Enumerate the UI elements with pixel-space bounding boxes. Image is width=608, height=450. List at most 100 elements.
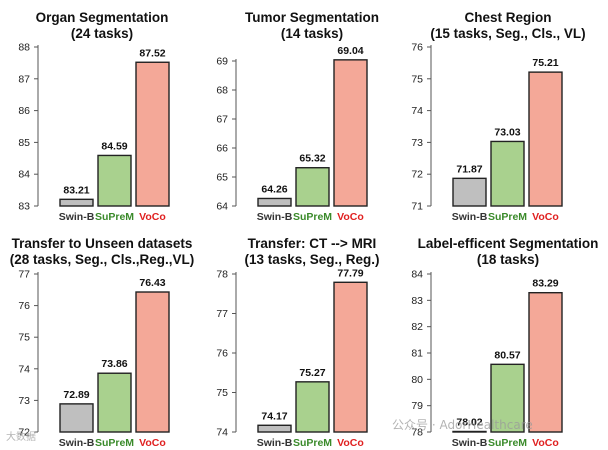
bar-swin-b — [452, 430, 487, 433]
bar-voco — [135, 61, 170, 207]
chart-panel-6: Label-efficent Segmentation(18 tasks) 78 7… — [411, 236, 598, 449]
y-tick-label: 71 — [411, 201, 423, 213]
y-tick-label: 66 — [216, 143, 228, 155]
bar-value-label: 64.26 — [261, 183, 287, 195]
chart-panel-5: Transfer: CT --> MRI(13 tasks, Seg., Reg… — [216, 236, 379, 449]
y-tick-label: 88 — [18, 42, 30, 54]
y-tick-label: 84 — [18, 169, 30, 181]
bar-value-label: 73.03 — [494, 126, 520, 138]
y-tick-label: 75 — [411, 73, 423, 85]
bar-voco — [333, 281, 368, 433]
chart-panel-4: Transfer to Unseen datasets(28 tasks, Se… — [10, 236, 195, 449]
y-tick-label: 73 — [18, 395, 30, 407]
y-tick-label: 87 — [18, 73, 30, 85]
bar-voco — [333, 59, 368, 207]
y-tick-label: 83 — [411, 295, 423, 307]
bar-swin-b — [257, 424, 292, 433]
chart-subtitle: (13 tasks, Seg., Reg.) — [244, 252, 379, 267]
y-tick-label: 75 — [216, 387, 228, 399]
x-tick-label: SuPreM — [95, 437, 134, 449]
bar-value-label: 80.57 — [494, 349, 520, 361]
watermark-left: 大数据 — [6, 432, 36, 443]
y-tick-label: 78 — [216, 269, 228, 281]
bar-value-label: 84.59 — [101, 140, 127, 152]
bar-value-label: 65.32 — [299, 153, 325, 165]
bar-voco — [528, 71, 563, 207]
y-tick-label: 75 — [18, 332, 30, 344]
bar-suprem — [97, 154, 132, 207]
y-tick-label: 76 — [411, 42, 423, 54]
x-tick-label: SuPreM — [293, 437, 332, 449]
y-tick-label: 73 — [411, 137, 423, 149]
bar-value-label: 78.02 — [456, 416, 482, 428]
bar-suprem — [490, 140, 525, 207]
bar-value-label: 77.79 — [337, 267, 363, 279]
bar-value-label: 75.21 — [532, 57, 558, 69]
y-tick-label: 74 — [18, 363, 30, 375]
x-tick-label: VoCo — [337, 211, 364, 223]
bar-suprem — [97, 372, 132, 433]
bar-value-label: 87.52 — [139, 47, 165, 59]
bar-suprem — [490, 363, 525, 433]
chart-panel-1: Organ Segmentation(24 tasks) 83 84 85 86 87 88… — [18, 10, 170, 223]
x-tick-label: VoCo — [532, 211, 559, 223]
chart-title: Transfer to Unseen datasets — [12, 236, 193, 251]
x-tick-label: VoCo — [139, 437, 166, 449]
y-tick-label: 65 — [216, 172, 228, 184]
x-tick-label: SuPreM — [95, 211, 134, 223]
y-tick-label: 85 — [18, 137, 30, 149]
y-tick-label: 67 — [216, 114, 228, 126]
chart-subtitle: (14 tasks) — [281, 26, 343, 41]
bar-swin-b — [257, 197, 292, 207]
y-tick-label: 72 — [411, 169, 423, 181]
chart-subtitle: (15 tasks, Seg., Cls., VL) — [430, 26, 585, 41]
bar-swin-b — [59, 403, 94, 433]
x-tick-label: Swin-B — [59, 437, 95, 449]
x-tick-label: Swin-B — [59, 211, 95, 223]
watermark-right: 公众号 · AdorHealthcare — [392, 418, 533, 432]
x-tick-label: SuPreM — [488, 437, 527, 449]
bar-voco — [528, 291, 563, 433]
y-tick-label: 74 — [216, 427, 228, 439]
x-tick-label: SuPreM — [293, 211, 332, 223]
y-tick-label: 77 — [216, 308, 228, 320]
x-tick-label: Swin-B — [452, 437, 488, 449]
bar-value-label: 75.27 — [299, 367, 325, 379]
y-tick-label: 84 — [411, 269, 423, 281]
x-tick-label: Swin-B — [257, 211, 293, 223]
y-tick-label: 86 — [18, 105, 30, 117]
bar-voco — [135, 291, 170, 433]
y-tick-label: 72 — [18, 427, 30, 439]
y-tick-label: 76 — [216, 348, 228, 360]
chart-title: Chest Region — [464, 10, 551, 25]
chart-panel-3: Chest Region(15 tasks, Seg., Cls., VL) 71… — [411, 10, 585, 223]
y-tick-label: 76 — [18, 300, 30, 312]
bar-value-label: 83.21 — [63, 184, 89, 196]
x-tick-label: VoCo — [337, 437, 364, 449]
y-tick-label: 78 — [411, 427, 423, 439]
chart-subtitle: (24 tasks) — [71, 26, 133, 41]
bar-value-label: 83.29 — [532, 278, 558, 290]
y-tick-label: 68 — [216, 85, 228, 97]
y-tick-label: 74 — [411, 105, 423, 117]
bar-swin-b — [452, 177, 487, 207]
y-tick-label: 83 — [18, 201, 30, 213]
bar-suprem — [295, 381, 330, 433]
chart-title: Transfer: CT --> MRI — [248, 236, 377, 251]
x-tick-label: Swin-B — [452, 211, 488, 223]
y-tick-label: 77 — [18, 269, 30, 281]
bar-value-label: 69.04 — [337, 45, 363, 57]
chart-title: Organ Segmentation — [36, 10, 169, 25]
bar-value-label: 76.43 — [139, 277, 165, 289]
chart-panel-2: Tumor Segmentation(14 tasks) 64 65 66 67 68 69… — [216, 10, 379, 223]
x-tick-label: Swin-B — [257, 437, 293, 449]
y-tick-label: 80 — [411, 374, 423, 386]
bar-swin-b — [59, 198, 94, 207]
bar-value-label: 74.17 — [261, 410, 287, 422]
bar-suprem — [295, 167, 330, 207]
y-tick-label: 82 — [411, 321, 423, 333]
chart-subtitle: (28 tasks, Seg., Cls.,Reg.,VL) — [10, 252, 195, 267]
chart-title: Tumor Segmentation — [245, 10, 379, 25]
y-tick-label: 69 — [216, 56, 228, 68]
